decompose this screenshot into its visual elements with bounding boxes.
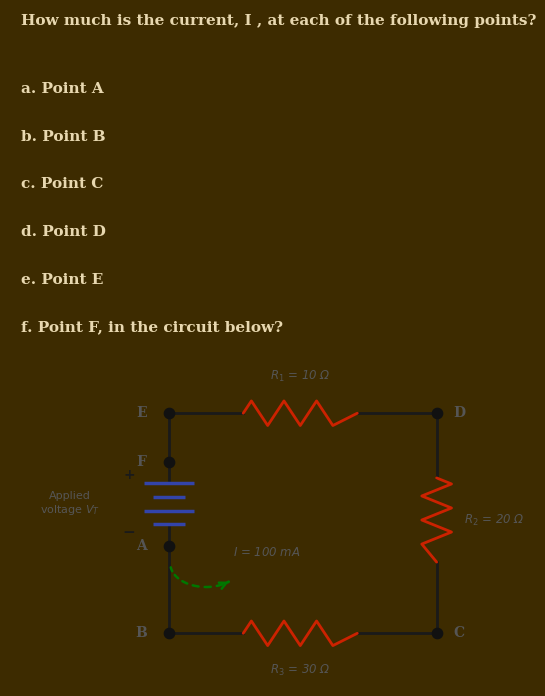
Point <box>165 456 173 467</box>
Point <box>432 628 441 639</box>
Text: e. Point E: e. Point E <box>21 273 104 287</box>
Text: f. Point F, in the circuit below?: f. Point F, in the circuit below? <box>21 321 283 335</box>
Text: D: D <box>453 406 465 420</box>
Text: Applied
voltage $V_T$: Applied voltage $V_T$ <box>40 491 100 517</box>
Text: $R_3$ = 30 Ω: $R_3$ = 30 Ω <box>270 663 331 677</box>
Text: d. Point D: d. Point D <box>21 226 106 239</box>
Point <box>165 628 173 639</box>
Text: b. Point B: b. Point B <box>21 129 106 143</box>
Point <box>432 408 441 419</box>
Text: E: E <box>136 406 147 420</box>
Text: F: F <box>137 454 147 469</box>
Text: A: A <box>136 539 147 553</box>
Text: $I$ = 100 mA: $I$ = 100 mA <box>233 546 301 559</box>
Text: a. Point A: a. Point A <box>21 82 104 96</box>
Point <box>165 540 173 551</box>
Text: How much is the current, I , at each of the following points?: How much is the current, I , at each of … <box>21 14 537 28</box>
Text: B: B <box>136 626 148 640</box>
Text: −: − <box>123 525 136 540</box>
Text: $R_1$ = 10 Ω: $R_1$ = 10 Ω <box>270 369 331 384</box>
Point <box>165 408 173 419</box>
Text: C: C <box>453 626 464 640</box>
Text: +: + <box>123 468 135 482</box>
Text: $R_2$ = 20 Ω: $R_2$ = 20 Ω <box>464 512 524 528</box>
Text: c. Point C: c. Point C <box>21 177 104 191</box>
